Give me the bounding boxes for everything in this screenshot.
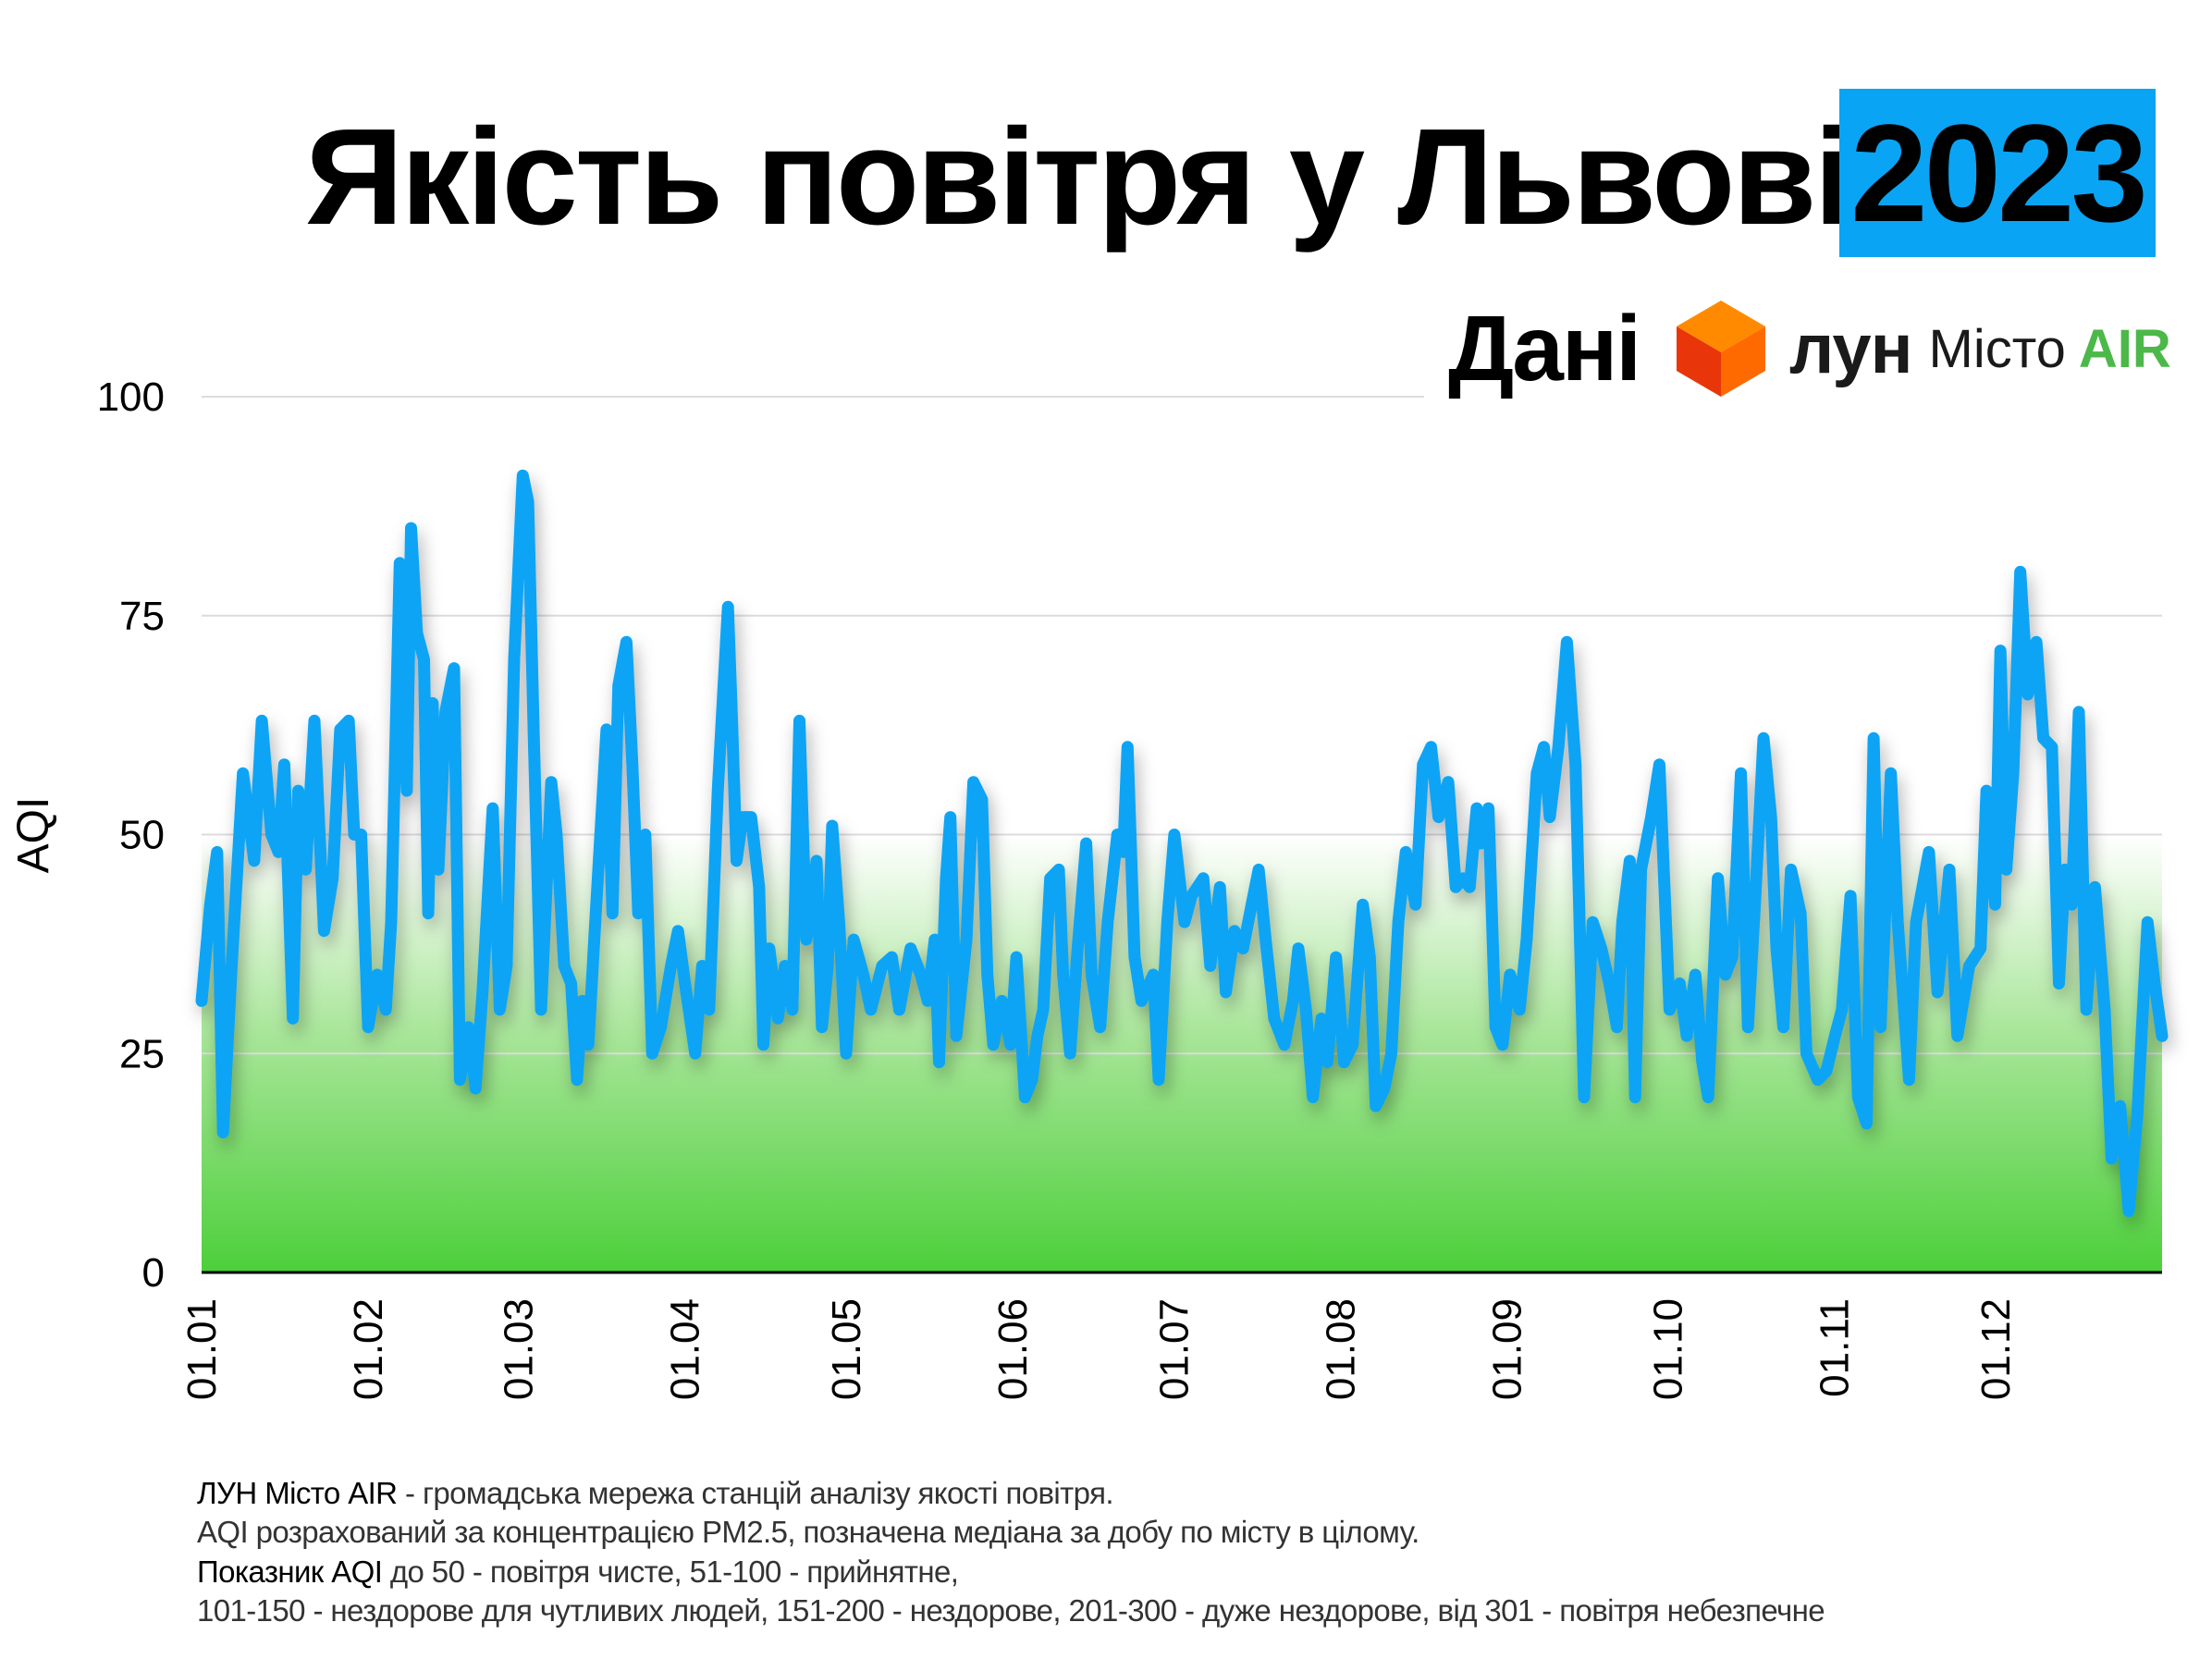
aqi-series-line [195, 469, 2169, 1218]
year-badge: 2023 [1839, 89, 2156, 257]
logo-lun: лун [1789, 309, 1912, 388]
page-title: Якість повітря у Львові [305, 101, 1852, 253]
x-tick-label: 01.07 [1151, 1298, 1197, 1400]
logo-air: AIR [2078, 318, 2171, 379]
x-tick-label: 01.02 [346, 1298, 391, 1400]
footer-line-4: 101-150 - нездорове для чутливих людей, … [197, 1593, 1825, 1628]
data-source: Дані лун Місто AIR [1424, 294, 2212, 403]
footer-aqi-label: Показник AQI [197, 1555, 383, 1589]
source-label: Дані [1448, 296, 1641, 400]
x-tick-label: 01.12 [1973, 1298, 2019, 1400]
y-axis-label: AQI [9, 797, 58, 874]
x-tick-label: 01.05 [824, 1298, 869, 1400]
x-tick-label: 01.11 [1813, 1298, 1858, 1397]
footer-line-2: AQI розрахований за концентрацією PM2.5,… [197, 1515, 1419, 1549]
x-tick-label: 01.08 [1318, 1298, 1363, 1400]
x-tick-label: 01.10 [1646, 1298, 1691, 1400]
footer-text: до 50 - повітря чисте, 51-100 - прийнятн… [382, 1555, 959, 1589]
y-tick-label: 25 [119, 1031, 165, 1076]
logo-misto: Місто [1928, 318, 2066, 379]
footer-text: - громадська мережа станцій аналізу якос… [397, 1476, 1114, 1510]
x-tick-label: 01.04 [663, 1298, 708, 1400]
year-label: 2023 [1850, 95, 2148, 251]
x-tick-label: 01.01 [179, 1298, 225, 1400]
y-tick-label: 0 [142, 1250, 165, 1296]
footer-line-1: ЛУН Місто AIR - громадська мережа станці… [197, 1476, 1114, 1511]
y-tick-label: 50 [119, 813, 165, 858]
footer-line-3: Показник AQI до 50 - повітря чисте, 51-1… [197, 1555, 959, 1590]
y-tick-label: 75 [119, 594, 165, 639]
footer-brand: ЛУН Місто AIR [197, 1476, 398, 1510]
x-tick-label: 01.03 [497, 1298, 542, 1400]
x-tick-label: 01.09 [1484, 1298, 1530, 1400]
y-tick-label: 100 [97, 375, 165, 420]
x-tick-label: 01.06 [990, 1298, 1036, 1400]
lun-cube-logo-icon [1677, 301, 1766, 397]
